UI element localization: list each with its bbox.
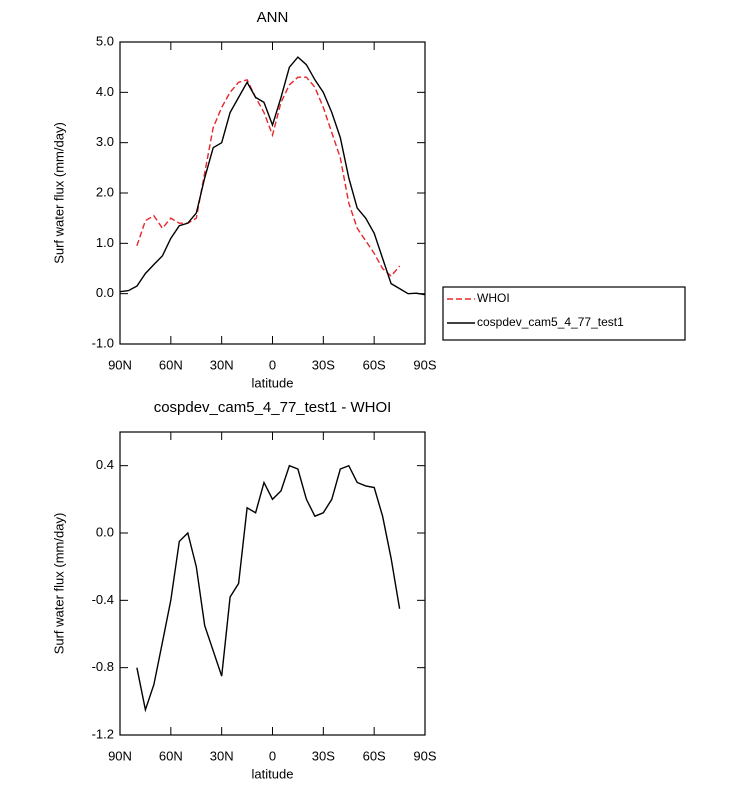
- x-axis-label: latitude: [252, 766, 294, 781]
- x-tick-label: 90S: [413, 748, 436, 763]
- x-tick-label: 0: [269, 357, 276, 372]
- x-tick-label: 60N: [159, 357, 183, 372]
- y-tick-label: 0.0: [96, 524, 114, 539]
- x-tick-label: 30N: [210, 748, 234, 763]
- data-line: [119, 56, 426, 296]
- plot-frame: [119, 431, 426, 736]
- x-tick-label: 60S: [363, 748, 386, 763]
- y-tick-label: -1.0: [92, 335, 114, 350]
- x-tick-label: 90N: [108, 357, 132, 372]
- chart-title: ANN: [257, 9, 289, 26]
- x-tick-label: 30N: [210, 357, 234, 372]
- x-tick-label: 90S: [413, 357, 436, 372]
- y-tick-label: -0.8: [92, 659, 114, 674]
- legend-label: cospdev_cam5_4_77_test1: [477, 315, 624, 329]
- y-tick-label: 0.4: [96, 457, 114, 472]
- x-tick-label: 30S: [312, 748, 335, 763]
- x-tick-label: 60S: [363, 357, 386, 372]
- data-line: [136, 464, 401, 713]
- y-tick-label: 0.0: [96, 285, 114, 300]
- x-tick-label: 0: [269, 748, 276, 763]
- y-tick-label: 2.0: [96, 184, 114, 199]
- y-tick-label: 3.0: [96, 134, 114, 149]
- y-axis-label: Surf water flux (mm/day): [51, 122, 66, 264]
- y-tick-label: 5.0: [96, 33, 114, 48]
- y-tick-label: 4.0: [96, 84, 114, 99]
- x-tick-label: 30S: [312, 357, 335, 372]
- legend-label: WHOI: [477, 291, 510, 305]
- chart-title: cospdev_cam5_4_77_test1 - WHOI: [154, 399, 392, 416]
- x-axis-label: latitude: [252, 375, 294, 390]
- y-tick-label: 1.0: [96, 235, 114, 250]
- x-tick-label: 60N: [159, 748, 183, 763]
- legend-box: [442, 286, 686, 341]
- y-tick-label: -0.4: [92, 592, 114, 607]
- x-tick-label: 90N: [108, 748, 132, 763]
- plot-frame: [119, 41, 426, 345]
- y-axis-label: Surf water flux (mm/day): [51, 513, 66, 655]
- y-tick-label: -1.2: [92, 726, 114, 741]
- data-line: [136, 76, 401, 278]
